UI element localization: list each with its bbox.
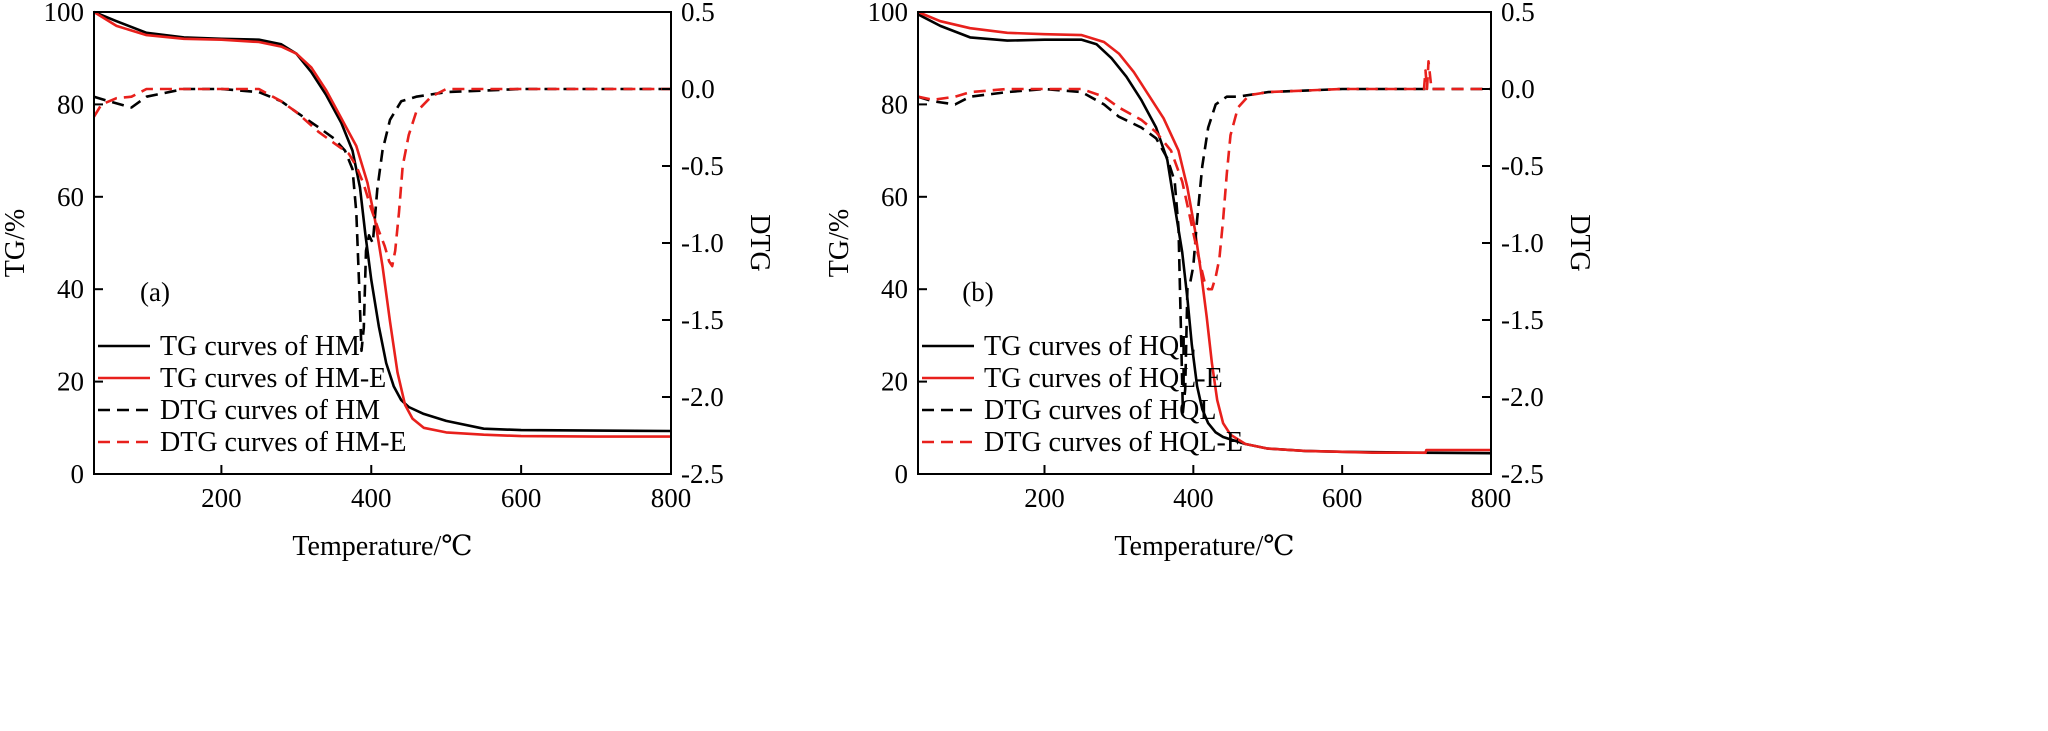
y-right-tick-label: -2.0 [681,382,724,412]
y-right-tick-label: -2.0 [1501,382,1544,412]
y-left-tick-label: 100 [868,0,909,27]
y-right-tick-label: 0.0 [1501,74,1535,104]
y-right-tick-label: 0.5 [1501,0,1535,27]
y-left-tick-label: 0 [71,459,85,489]
y-left-tick-label: 60 [881,182,908,212]
x-tick-label: 200 [1024,483,1065,513]
y-right-tick-label: -1.5 [1501,305,1544,335]
y-left-tick-label: 20 [57,367,84,397]
legend-entry: DTG curves of HM [160,395,380,426]
y-right-axis-label: DTG [744,214,775,272]
y-right-tick-label: 0.0 [681,74,715,104]
legend-entry: TG curves of HM-E [160,363,386,394]
y-left-tick-label: 80 [57,89,84,119]
y-right-tick-label: -1.5 [681,305,724,335]
y-left-tick-label: 40 [881,274,908,304]
y-left-tick-label: 100 [44,0,85,27]
x-axis-label: Temperature/℃ [1114,531,1294,562]
y-right-tick-label: -1.0 [681,228,724,258]
legend-entry: TG curves of HQL-E [984,363,1223,394]
series-line-tg-curves-of-hm-e [93,10,671,438]
y-right-tick-label: -1.0 [1501,228,1544,258]
x-tick-label: 400 [1173,483,1214,513]
y-right-tick-label: 0.5 [681,0,715,27]
x-tick-label: 200 [201,483,242,513]
y-right-tick-label: -2.5 [681,459,724,489]
x-tick-label: 400 [351,483,392,513]
y-right-axis-label: DTG [1564,214,1595,272]
legend-entry: DTG curves of HQL-E [984,427,1243,458]
legend-entry: DTG curves of HM-E [160,427,407,458]
x-axis-label: Temperature/℃ [292,531,472,562]
y-left-axis-label: TG/% [0,209,31,277]
legend-entry: DTG curves of HQL [984,395,1217,426]
y-left-tick-label: 40 [57,274,84,304]
panel-label: (a) [140,277,170,307]
y-right-tick-label: -0.5 [681,151,724,181]
y-left-tick-label: 20 [881,367,908,397]
chart-panel-a: 200 400 600 800 0 20 40 60 80 100 -2.5 -2.0 -1.5 -1.0… [0,0,775,562]
y-left-tick-label: 0 [895,459,909,489]
x-tick-label: 800 [651,483,692,513]
y-right-tick-label: -2.5 [1501,459,1544,489]
legend-entry: TG curves of HM [160,331,360,362]
x-tick-label: 800 [1471,483,1512,513]
series-line-dtg-curves-of-hm-e [92,87,671,268]
x-tick-label: 600 [1322,483,1363,513]
x-tick-label: 600 [501,483,542,513]
y-right-tick-label: -0.5 [1501,151,1544,181]
chart-panel-b: 200 400 600 800 0 20 40 60 80 100 -2.5 -2.0 -1.5 -1.0… [824,0,1595,562]
y-left-tick-label: 60 [57,182,84,212]
panel-label: (b) [962,277,993,307]
legend-entry: TG curves of HQL [984,331,1196,362]
y-left-tick-label: 80 [881,89,908,119]
series-line-dtg-curves-of-hql-e [917,60,1491,291]
y-left-axis-label: TG/% [824,209,855,277]
